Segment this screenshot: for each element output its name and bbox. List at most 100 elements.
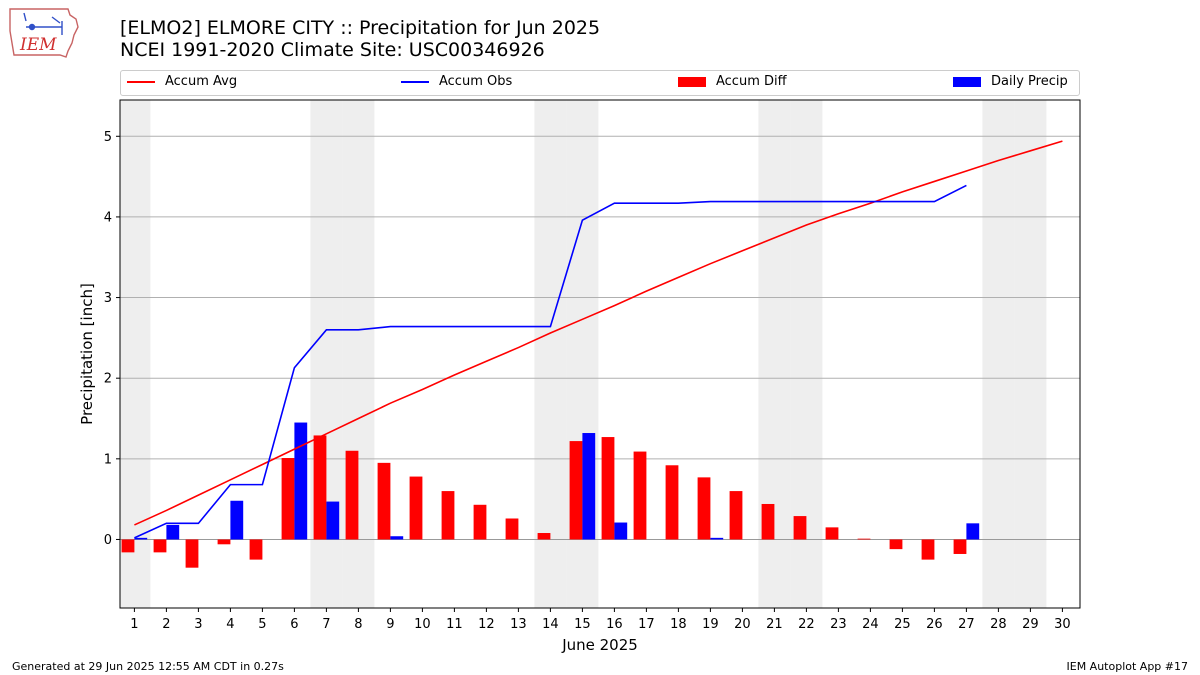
daily-precip-bar bbox=[614, 522, 628, 540]
x-tick-label: 8 bbox=[354, 617, 362, 632]
accum-diff-bar bbox=[121, 539, 135, 553]
generated-footer: Generated at 29 Jun 2025 12:55 AM CDT in… bbox=[12, 660, 284, 673]
app-footer: IEM Autoplot App #17 bbox=[1066, 660, 1189, 673]
accum-avg-line bbox=[134, 140, 1063, 526]
accum-lines bbox=[134, 140, 1063, 539]
accum-diff-bar bbox=[281, 458, 295, 540]
x-tick-label: 29 bbox=[1022, 617, 1039, 632]
x-tick-label: 5 bbox=[258, 617, 266, 632]
x-tick-label: 24 bbox=[862, 617, 879, 632]
x-tick-label: 27 bbox=[958, 617, 975, 632]
weekend-band bbox=[534, 100, 567, 608]
y-axis-label: Precipitation [inch] bbox=[78, 283, 96, 425]
y-tick-label: 4 bbox=[104, 210, 112, 225]
legend-swatch-accum-obs bbox=[401, 80, 429, 83]
accum-diff-bar bbox=[185, 539, 199, 568]
plot-frame bbox=[119, 99, 1081, 609]
x-tick-label: 4 bbox=[226, 617, 234, 632]
x-tick-label: 19 bbox=[702, 617, 719, 632]
x-tick-label: 14 bbox=[542, 617, 559, 632]
accum-diff-bar bbox=[505, 518, 519, 540]
x-tick-label: 11 bbox=[446, 617, 463, 632]
daily-precip-bar bbox=[966, 523, 980, 540]
x-tick-label: 18 bbox=[670, 617, 687, 632]
x-tick-label: 12 bbox=[478, 617, 495, 632]
accum-diff-bar bbox=[761, 503, 775, 540]
x-tick-label: 2 bbox=[162, 617, 170, 632]
y-tick-label: 5 bbox=[104, 130, 112, 145]
accum-diff-bar bbox=[409, 476, 423, 540]
accum-diff-bar bbox=[633, 451, 647, 540]
y-tick-label: 1 bbox=[104, 452, 112, 467]
x-tick-label: 25 bbox=[894, 617, 911, 632]
accum-diff-bar bbox=[153, 539, 167, 553]
chart-subtitle: NCEI 1991-2020 Climate Site: USC00346926 bbox=[120, 39, 545, 61]
accum-diff-bar bbox=[729, 491, 743, 540]
accum-diff-bar bbox=[249, 539, 263, 560]
x-tick-label: 26 bbox=[926, 617, 943, 632]
iem-logo: IEM bbox=[9, 8, 79, 58]
iowa-outline-icon bbox=[9, 8, 79, 58]
accum-diff-bar bbox=[217, 539, 231, 545]
daily-precip-bars bbox=[134, 422, 980, 540]
weekend-band bbox=[120, 100, 151, 608]
legend-label-accum-obs: Accum Obs bbox=[439, 74, 513, 89]
legend-swatch-accum-avg bbox=[127, 80, 155, 83]
x-tick-label: 3 bbox=[194, 617, 202, 632]
weather-station-icon bbox=[23, 12, 63, 35]
logo-text: IEM bbox=[19, 35, 57, 55]
accum-diff-bar bbox=[345, 450, 359, 540]
accum-diff-bar bbox=[473, 504, 487, 540]
legend-item-accum-diff: Accum Diff bbox=[678, 74, 787, 89]
daily-precip-bar bbox=[230, 500, 244, 540]
accum-diff-bar bbox=[313, 435, 327, 540]
accum-diff-bar bbox=[953, 539, 967, 554]
daily-precip-bar bbox=[710, 537, 724, 540]
accum-diff-bar bbox=[857, 538, 871, 540]
x-tick-label: 16 bbox=[606, 617, 623, 632]
accum-diff-bar bbox=[601, 437, 615, 540]
daily-precip-bar bbox=[134, 537, 148, 540]
x-tick-label: 13 bbox=[510, 617, 527, 632]
daily-precip-bar bbox=[390, 536, 404, 540]
legend-label-daily-precip: Daily Precip bbox=[991, 74, 1068, 89]
accum-diff-bar bbox=[889, 539, 903, 550]
x-axis-label: June 2025 bbox=[561, 636, 638, 654]
daily-precip-bar bbox=[326, 501, 340, 540]
accum-diff-bar bbox=[921, 539, 935, 560]
chart-title: [ELMO2] ELMORE CITY :: Precipitation for… bbox=[120, 17, 601, 39]
legend-label-accum-avg: Accum Avg bbox=[165, 74, 238, 89]
x-tick-label: 10 bbox=[414, 617, 431, 632]
accum-diff-bar bbox=[697, 477, 711, 540]
daily-precip-bar bbox=[166, 524, 180, 540]
legend-swatch-accum-diff bbox=[678, 76, 706, 87]
x-tick-label: 28 bbox=[990, 617, 1007, 632]
weekend-band bbox=[1014, 100, 1047, 608]
y-tick-label: 3 bbox=[104, 291, 112, 306]
x-tick-label: 9 bbox=[386, 617, 394, 632]
x-tick-label: 1 bbox=[130, 617, 138, 632]
accum-obs-line bbox=[134, 184, 967, 539]
y-tick-label: 2 bbox=[104, 372, 112, 387]
x-tick-label: 17 bbox=[638, 617, 655, 632]
x-tick-label: 7 bbox=[322, 617, 330, 632]
weekend-band bbox=[982, 100, 1015, 608]
chart-legend: Accum Avg Accum Obs Accum Diff Daily Pre… bbox=[120, 70, 1080, 96]
y-tick-label: 0 bbox=[104, 533, 112, 548]
legend-swatch-daily-precip bbox=[953, 76, 981, 87]
x-tick-label: 6 bbox=[290, 617, 298, 632]
legend-item-accum-obs: Accum Obs bbox=[401, 74, 512, 89]
x-tick-label: 22 bbox=[798, 617, 815, 632]
accum-diff-bar bbox=[569, 441, 583, 540]
legend-item-daily-precip: Daily Precip bbox=[953, 74, 1068, 89]
accum-diff-bar bbox=[825, 527, 839, 540]
daily-precip-bar bbox=[294, 422, 308, 540]
legend-item-accum-avg: Accum Avg bbox=[127, 74, 237, 89]
accum-diff-bar bbox=[537, 533, 551, 540]
grid-lines bbox=[120, 135, 1080, 460]
x-tick-label: 23 bbox=[830, 617, 847, 632]
x-tick-label: 21 bbox=[766, 617, 783, 632]
accum-diff-bar bbox=[377, 462, 391, 540]
